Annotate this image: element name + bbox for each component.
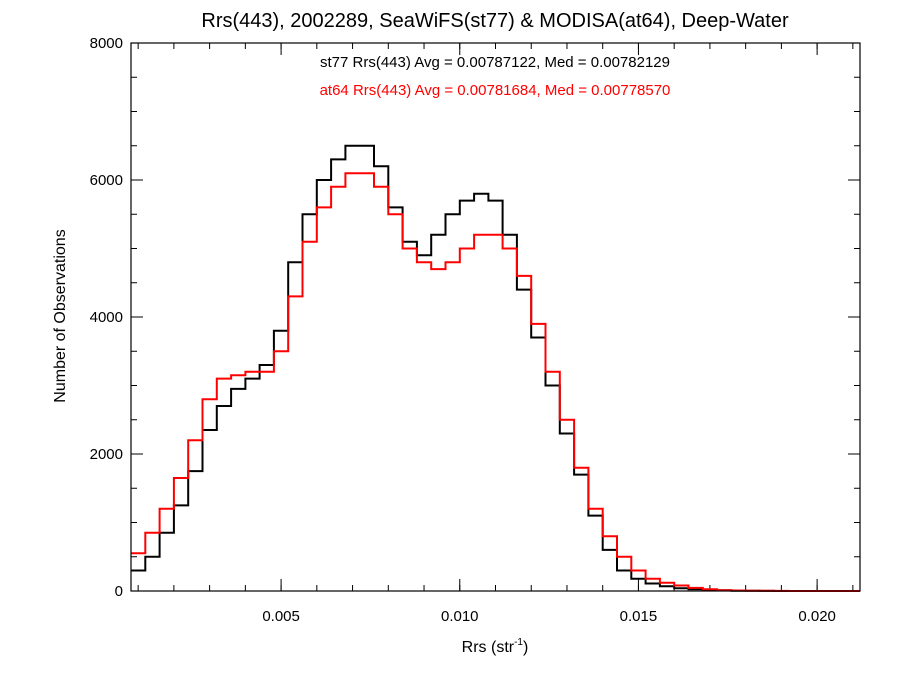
- x-tick-label: 0.005: [262, 608, 300, 625]
- series-layer: [131, 144, 860, 592]
- x-axis-label-superscript: -1: [514, 637, 523, 648]
- x-axis-label: Rrs (str-1): [462, 637, 529, 656]
- y-tick-label: 0: [115, 583, 123, 600]
- y-axis-label-group: Number of Observations: [52, 229, 69, 402]
- at64-annotation: at64 Rrs(443) Avg = 0.00781684, Med = 0.…: [320, 82, 671, 99]
- plot-frame: [130, 42, 861, 592]
- series-line-st77: [131, 144, 860, 592]
- series-line-at64: [131, 172, 860, 592]
- y-tick-label: 4000: [90, 309, 123, 326]
- x-tick-label: 0.015: [620, 608, 658, 625]
- x-tick-label: 0.010: [441, 608, 479, 625]
- y-tick-label: 6000: [90, 172, 123, 189]
- x-axis-label-main: Rrs (str: [462, 639, 515, 656]
- x-tick-label: 0.020: [798, 608, 836, 625]
- x-axis-label-close: ): [523, 639, 528, 656]
- y-tick-label: 8000: [90, 35, 123, 52]
- y-tick-label: 2000: [90, 446, 123, 463]
- y-axis-label: Number of Observations: [52, 229, 69, 402]
- axis-ticks: 0.005 0.010 0.015 0.020 0 2000 4000 6000 8000: [90, 35, 860, 625]
- chart-title: Rrs(443), 2002289, SeaWiFS(st77) & MODIS…: [201, 10, 789, 32]
- st77-annotation: st77 Rrs(443) Avg = 0.00787122, Med = 0.…: [320, 54, 670, 71]
